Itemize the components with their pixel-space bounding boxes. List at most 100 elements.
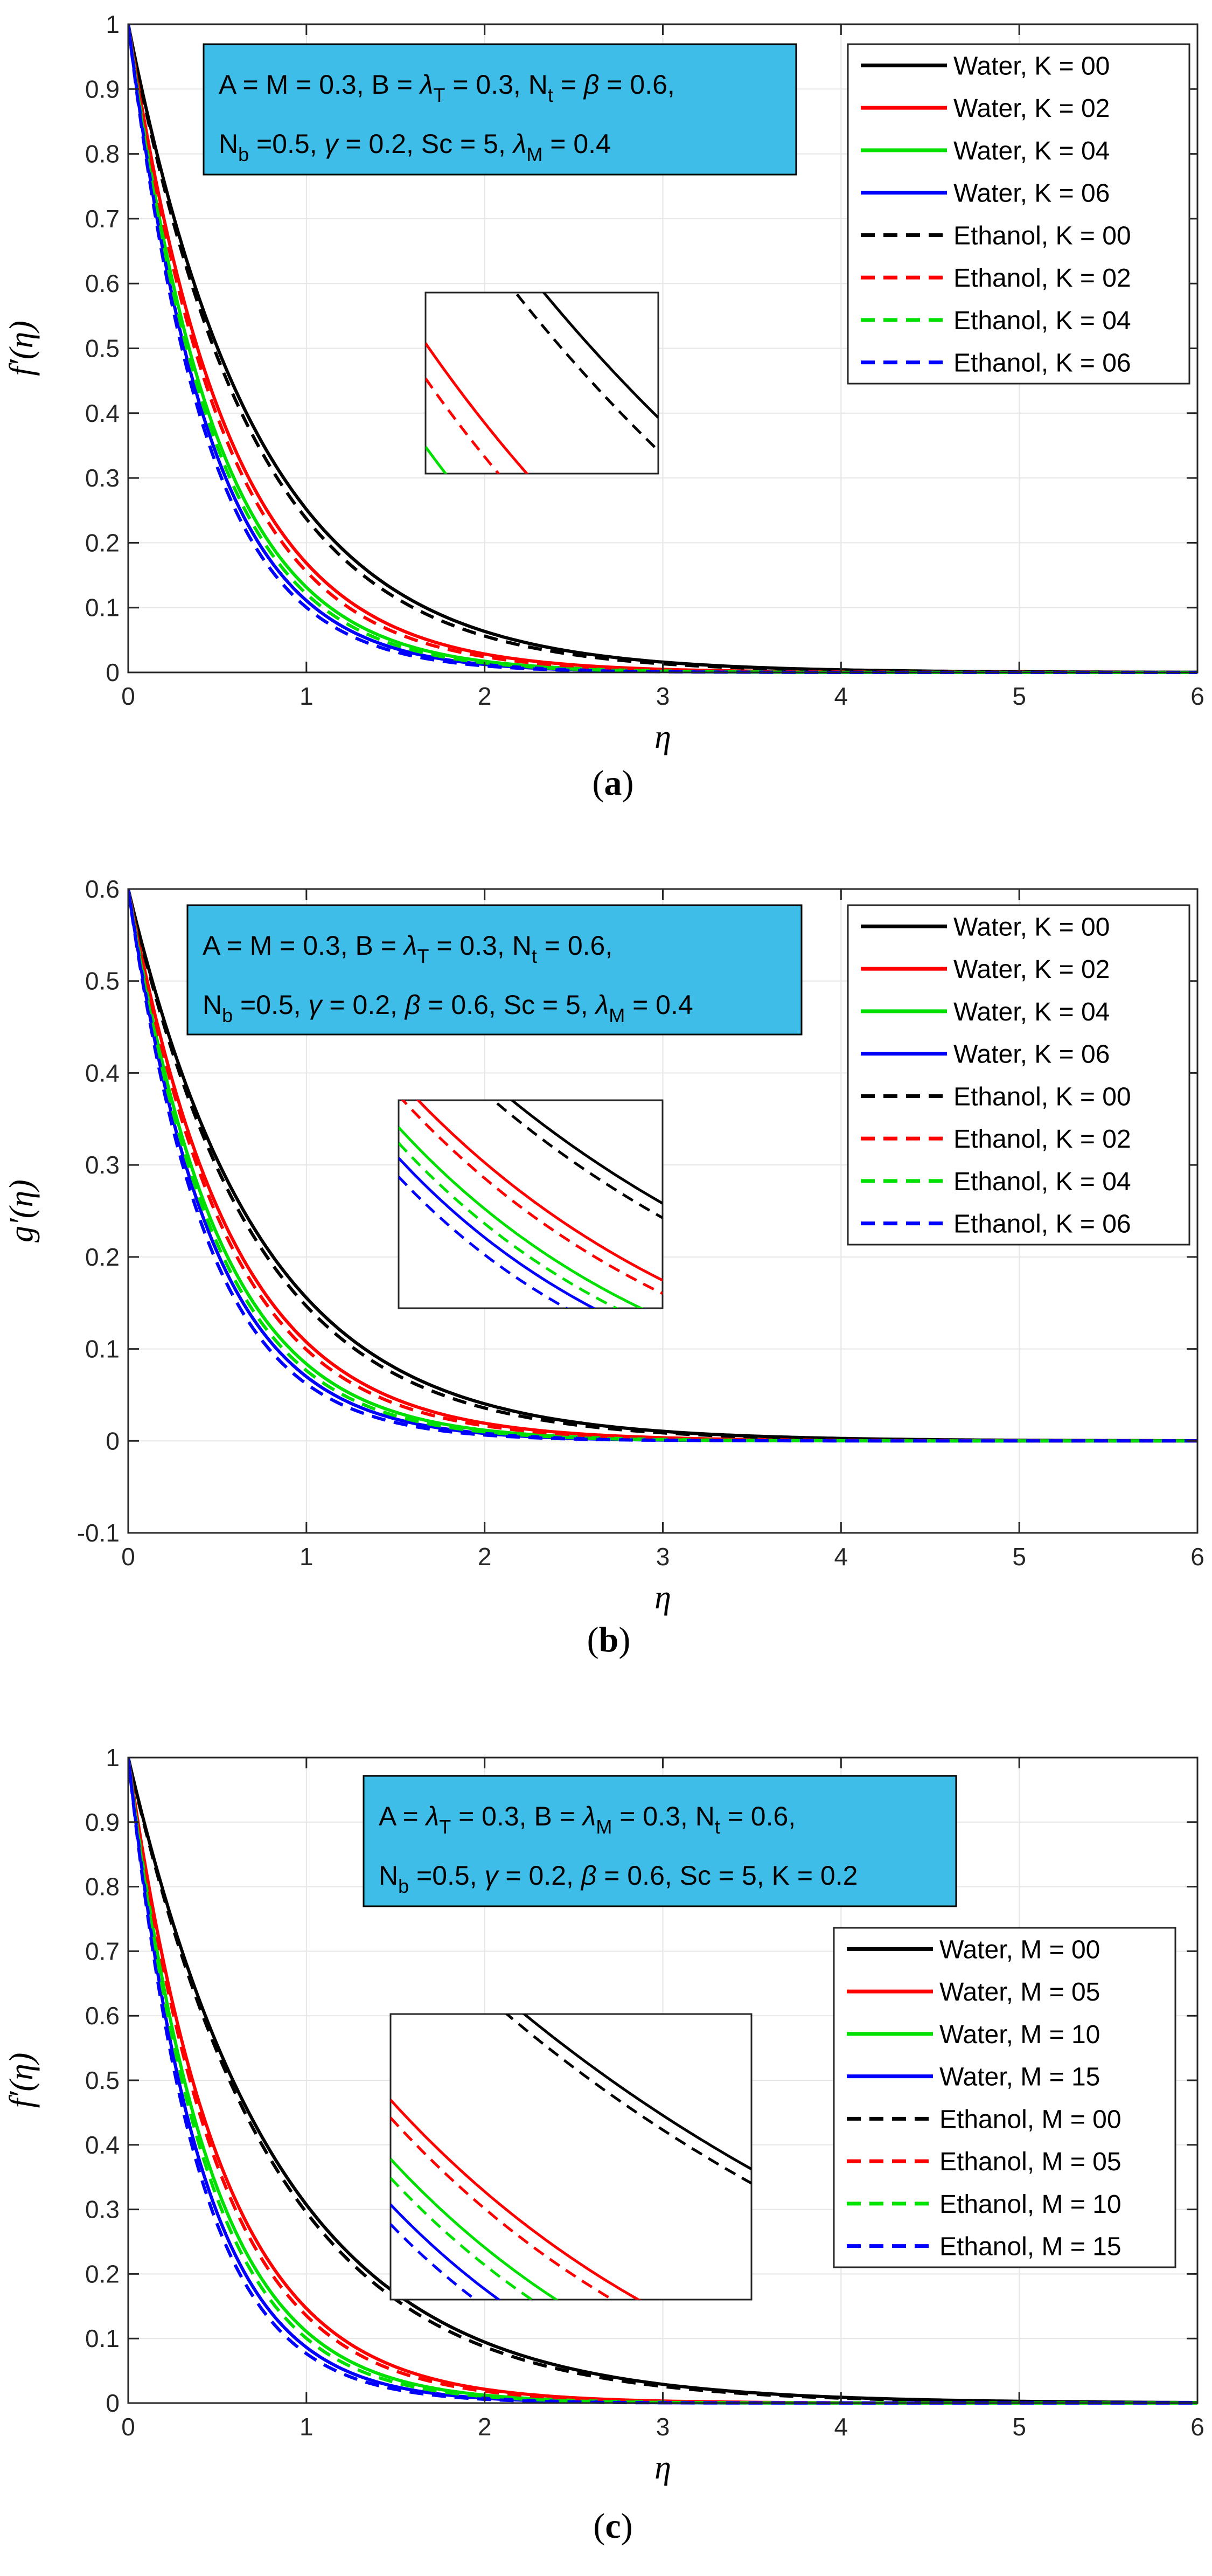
inset-series-lines	[426, 293, 658, 474]
inset-series-line-4	[391, 2203, 501, 2300]
y-tick-label: 1	[106, 10, 120, 38]
y-tick-label: 0.3	[85, 2196, 120, 2224]
x-tick-label: 4	[834, 1543, 848, 1571]
legend-entry-3: Water, K = 04	[953, 137, 1110, 165]
legend-box	[833, 1927, 1176, 2268]
x-tick-label: 0	[121, 1543, 135, 1571]
x-tick-label: 5	[1012, 2413, 1026, 2441]
y-tick-label: 0.2	[85, 529, 120, 557]
x-tick-label: 5	[1012, 682, 1026, 710]
x-tick-label: 3	[656, 1543, 670, 1571]
legend-entry-2: Water, K = 02	[953, 955, 1110, 984]
annotation-line-1: A = λT = 0.3, B = λM = 0.3, Nt = 0.6,	[379, 1801, 796, 1838]
zoom-inset-box	[398, 1099, 664, 1309]
inset-series-line-3	[399, 1126, 644, 1308]
x-tick-label: 1	[299, 2413, 314, 2441]
inset-series-line-6	[426, 377, 500, 474]
panel-label: (b)	[587, 1620, 631, 1660]
series-lines	[128, 888, 1197, 1443]
annotation-line-2: Nb =0.5, γ = 0.2, Sc = 5, λM = 0.4	[219, 129, 611, 165]
y-axis-label: g′(η)	[3, 1179, 40, 1242]
legend-entry-3: Water, M = 10	[939, 2020, 1100, 2049]
x-tick-label: 6	[1190, 1543, 1204, 1571]
legend-entry-7: Ethanol, K = 04	[953, 1168, 1131, 1196]
y-tick-label: 0.4	[85, 1059, 120, 1087]
legend-entry-1: Water, K = 00	[953, 913, 1110, 941]
y-tick-label: 0.1	[85, 594, 120, 622]
y-tick-label: 0.6	[85, 269, 120, 297]
panel-label: (c)	[593, 2506, 632, 2546]
inset-series-line-8	[391, 2223, 478, 2300]
legend-entry-1: Water, M = 00	[939, 1935, 1100, 1964]
legend-entry-7: Ethanol, K = 04	[953, 307, 1131, 335]
y-tick-label: 0.9	[85, 1808, 120, 1836]
inset-series-line-5	[513, 293, 658, 452]
legend-entry-4: Water, K = 06	[953, 179, 1110, 208]
y-tick-label: 0.1	[85, 2324, 120, 2352]
x-tick-label: 0	[121, 2413, 135, 2441]
annotation-line-1: A = M = 0.3, B = λT = 0.3, Nt = 0.6,	[203, 931, 612, 967]
x-tick-label: 4	[834, 682, 848, 710]
x-axis-label: η	[654, 1579, 671, 1616]
legend-entry-6: Ethanol, K = 02	[953, 1125, 1131, 1154]
legend-entry-5: Ethanol, K = 00	[953, 1082, 1131, 1111]
y-tick-label: 0.6	[85, 2002, 120, 2030]
x-tick-label: 2	[478, 1543, 492, 1571]
legend-entry-4: Water, K = 06	[953, 1040, 1110, 1069]
inset-series-line-1	[542, 293, 658, 419]
zoom-inset-box	[424, 291, 659, 475]
legend-entry-7: Ethanol, M = 10	[939, 2190, 1122, 2219]
y-tick-label: 0.4	[85, 2131, 120, 2159]
y-tick-label: 0.3	[85, 464, 120, 492]
x-tick-label: 4	[834, 2413, 848, 2441]
y-tick-label: 0.2	[85, 1243, 120, 1271]
y-tick-label: 0.9	[85, 75, 120, 103]
legend-entry-5: Ethanol, M = 00	[939, 2105, 1122, 2134]
legend-entry-8: Ethanol, K = 06	[953, 1210, 1131, 1239]
legend-entry-8: Ethanol, K = 06	[953, 349, 1131, 378]
chart-panel-a: 0 1 2 3 4 5 6 0 0.1 0.2 0.3 0.4 0.5 0.6 0.7 0.8 0.9 1 η f′(…	[3, 10, 1204, 803]
x-tick-label: 6	[1190, 2413, 1204, 2441]
x-axis-label: η	[654, 2449, 671, 2486]
legend-box	[847, 904, 1190, 1246]
y-tick-label: 0.2	[85, 2260, 120, 2288]
series-line-6	[128, 1757, 1197, 2405]
y-tick-label: 0.4	[85, 399, 120, 427]
x-tick-label: 6	[1190, 682, 1204, 710]
legend-entry-2: Water, K = 02	[953, 94, 1110, 123]
x-tick-label: 1	[299, 1543, 314, 1571]
y-tick-label: 0.8	[85, 1873, 120, 1901]
inset-series-line-1	[510, 1100, 663, 1205]
legend-entry-8: Ethanol, M = 15	[939, 2233, 1122, 2261]
x-tick-label: 3	[656, 682, 670, 710]
inset-series-line-4	[399, 1157, 597, 1308]
x-tick-label: 5	[1012, 1543, 1026, 1571]
y-tick-label: 0.3	[85, 1151, 120, 1179]
inset-series-line-7	[399, 1142, 619, 1308]
annotation-line-1: A = M = 0.3, B = λT = 0.3, Nt = β = 0.6,	[219, 70, 675, 106]
x-tick-label: 0	[121, 682, 135, 710]
y-tick-label: 0	[106, 1427, 120, 1455]
series-line-7	[128, 888, 1197, 1443]
y-axis-label: f′(η)	[3, 321, 40, 376]
inset-series-line-1	[522, 2014, 751, 2170]
parameter-annotation-box	[203, 43, 797, 176]
x-tick-label: 3	[656, 2413, 670, 2441]
inset-series-line-3	[391, 2158, 559, 2300]
annotation-line-2: Nb =0.5, γ = 0.2, β = 0.6, Sc = 5, λM = …	[203, 990, 693, 1026]
inset-series-line-5	[491, 1100, 663, 1219]
legend-entry-2: Water, M = 05	[939, 1978, 1100, 2006]
inset-series-line-2	[391, 2099, 641, 2300]
y-tick-label: 0.8	[85, 140, 120, 168]
inset-series-line-6	[391, 2116, 615, 2300]
legend-entry-3: Water, K = 04	[953, 998, 1110, 1026]
inset-series-line-2	[426, 342, 529, 474]
annotation-line-2: Nb =0.5, γ = 0.2, β = 0.6, Sc = 5, K = 0…	[379, 1860, 858, 1897]
inset-series-line-6	[401, 1100, 663, 1295]
inset-series-lines	[391, 2014, 751, 2300]
legend-entry-1: Water, K = 00	[953, 52, 1110, 80]
chart-panel-c: 0 1 2 3 4 5 6 0 0.1 0.2 0.3 0.4 0.5 0.6 0.7 0.8 0.9 1 η f′(…	[3, 1744, 1204, 2546]
legend-box	[847, 43, 1190, 385]
y-tick-label: -0.1	[77, 1519, 120, 1547]
